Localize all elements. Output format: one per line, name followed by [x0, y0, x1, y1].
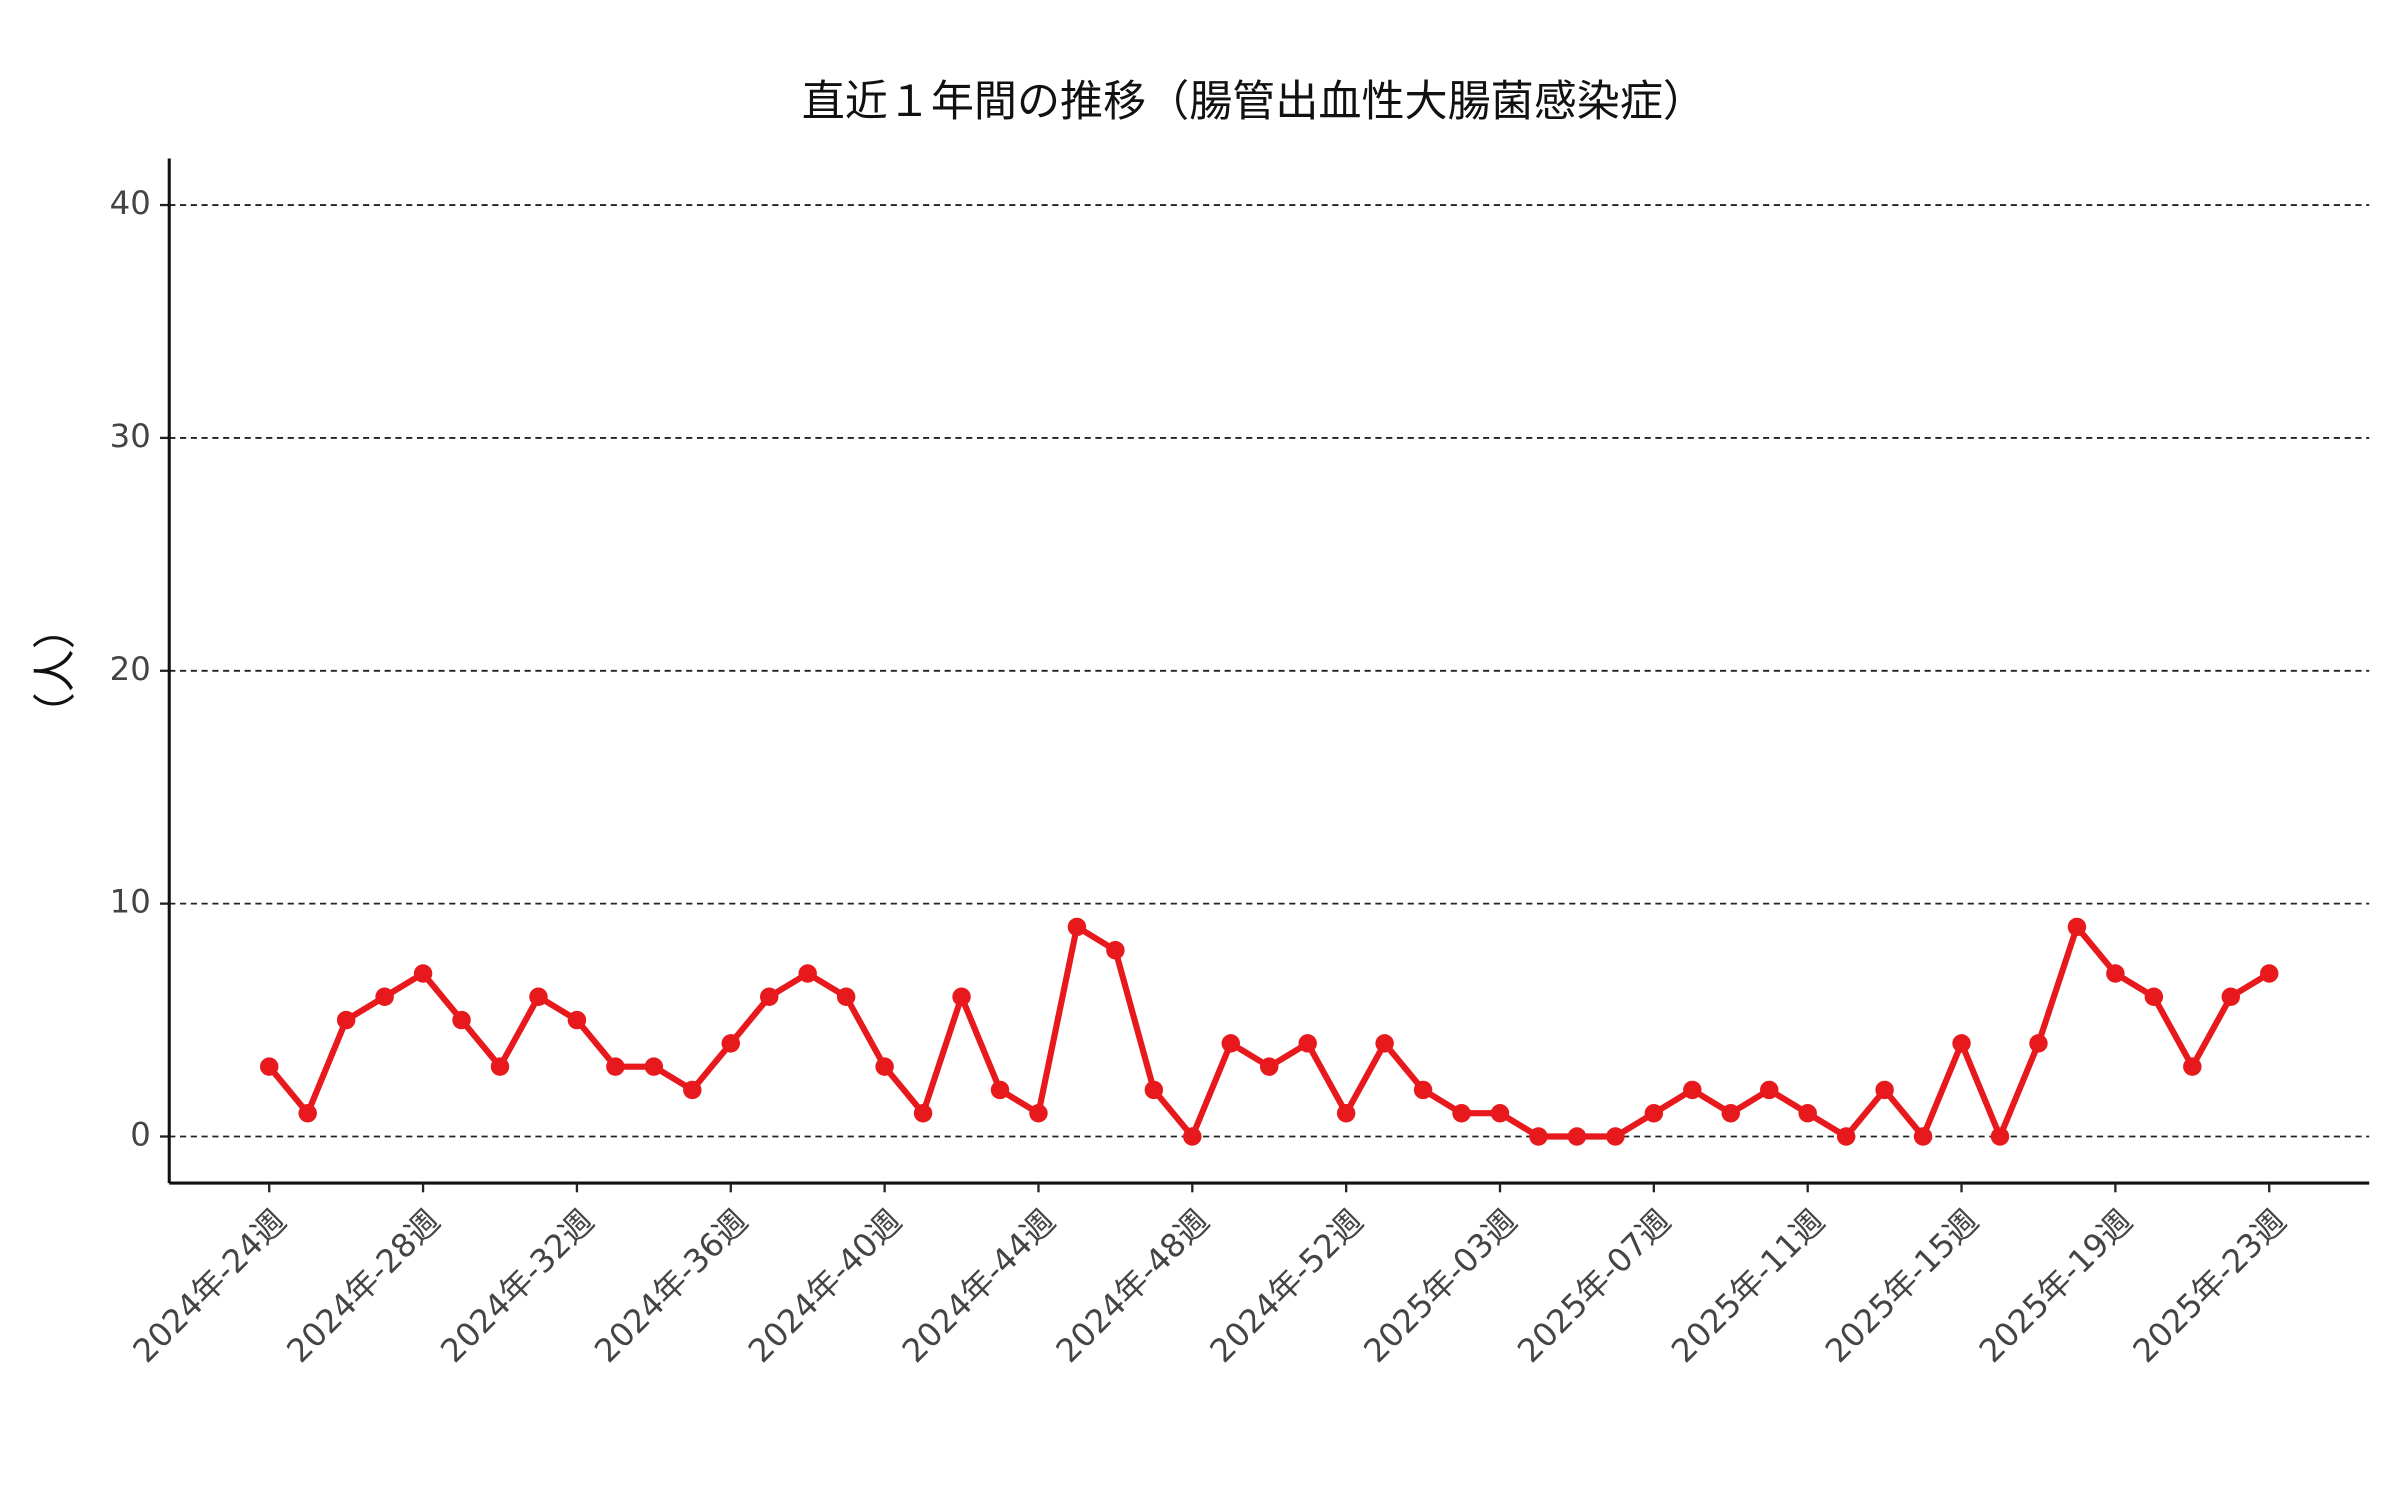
data-point	[1990, 1127, 2010, 1146]
data-point	[1029, 1103, 1048, 1123]
data-point	[875, 1057, 894, 1076]
data-point	[1490, 1103, 1510, 1123]
chart-title: 直近１年間の推移（腸管出血性大腸菌感染症）	[802, 77, 1706, 127]
data-point	[490, 1057, 510, 1076]
x-tick-label: 2024年-36週	[587, 1202, 755, 1370]
data-point	[2183, 1057, 2202, 1076]
y-tick-label: 20	[110, 650, 151, 688]
data-point	[1336, 1103, 1356, 1123]
data-point	[567, 1010, 587, 1030]
x-tick-label: 2024年-52週	[1203, 1202, 1371, 1370]
data-point	[836, 987, 856, 1007]
data-point	[1798, 1103, 1817, 1123]
data-point	[2144, 987, 2164, 1007]
data-point	[913, 1103, 933, 1123]
data-point	[1529, 1127, 1548, 1146]
data-point	[260, 1057, 279, 1076]
data-point	[721, 1034, 740, 1053]
x-tick-label: 2024年-24週	[126, 1202, 294, 1370]
data-point	[375, 987, 394, 1007]
data-point	[2106, 964, 2125, 983]
data-point	[1067, 917, 1087, 937]
data-point	[1452, 1103, 1471, 1123]
y-tick-label: 30	[110, 417, 151, 455]
data-point	[1260, 1057, 1279, 1076]
data-point	[1836, 1127, 1856, 1146]
y-tick-label: 10	[110, 883, 151, 921]
x-tick-label: 2025年-07週	[1510, 1202, 1678, 1370]
x-tick-label: 2024年-28週	[279, 1202, 447, 1370]
data-point	[683, 1080, 702, 1100]
y-axis-label: （人）	[31, 606, 81, 735]
data-point	[1606, 1127, 1625, 1146]
x-tick-label: 2025年-19週	[1972, 1202, 2140, 1370]
data-point	[1298, 1034, 1317, 1053]
data-point	[1106, 940, 1125, 960]
data-point	[2260, 964, 2279, 983]
data-point	[529, 987, 548, 1007]
data-point	[1221, 1034, 1240, 1053]
data-point	[644, 1057, 664, 1076]
x-tick-label: 2025年-03週	[1356, 1202, 1524, 1370]
data-point	[336, 1010, 356, 1030]
data-point	[760, 987, 779, 1007]
data-point	[1875, 1080, 1894, 1100]
x-tick-label: 2024年-48週	[1049, 1202, 1217, 1370]
y-tick-label: 0	[130, 1116, 151, 1154]
data-point	[990, 1080, 1010, 1100]
data-point	[798, 964, 817, 983]
data-point	[1952, 1034, 1971, 1053]
data-point	[1913, 1127, 1933, 1146]
data-point	[1683, 1080, 1702, 1100]
data-point	[2067, 917, 2087, 937]
data-point	[2221, 987, 2240, 1007]
x-tick-label: 2024年-32週	[433, 1202, 601, 1370]
data-point	[298, 1103, 317, 1123]
data-point	[952, 987, 971, 1007]
data-point	[606, 1057, 625, 1076]
data-point	[1413, 1080, 1433, 1100]
data-point	[1567, 1127, 1587, 1146]
data-point	[2029, 1034, 2048, 1053]
x-tick-label: 2024年-40週	[741, 1202, 909, 1370]
data-point	[413, 964, 433, 983]
data-point	[1375, 1034, 1394, 1053]
data-point	[1644, 1103, 1664, 1123]
data-point	[1144, 1080, 1164, 1100]
data-point	[452, 1010, 471, 1030]
data-point	[1760, 1080, 1779, 1100]
series-line	[266, 923, 2271, 1140]
x-tick-label: 2024年-44週	[895, 1202, 1063, 1370]
x-tick-label: 2025年-15週	[1818, 1202, 1986, 1370]
data-point	[1183, 1127, 1202, 1146]
x-tick-label: 2025年-11週	[1664, 1202, 1832, 1370]
y-tick-label: 40	[110, 184, 151, 222]
data-point	[1721, 1103, 1740, 1123]
x-tick-label: 2025年-23週	[2126, 1202, 2294, 1370]
